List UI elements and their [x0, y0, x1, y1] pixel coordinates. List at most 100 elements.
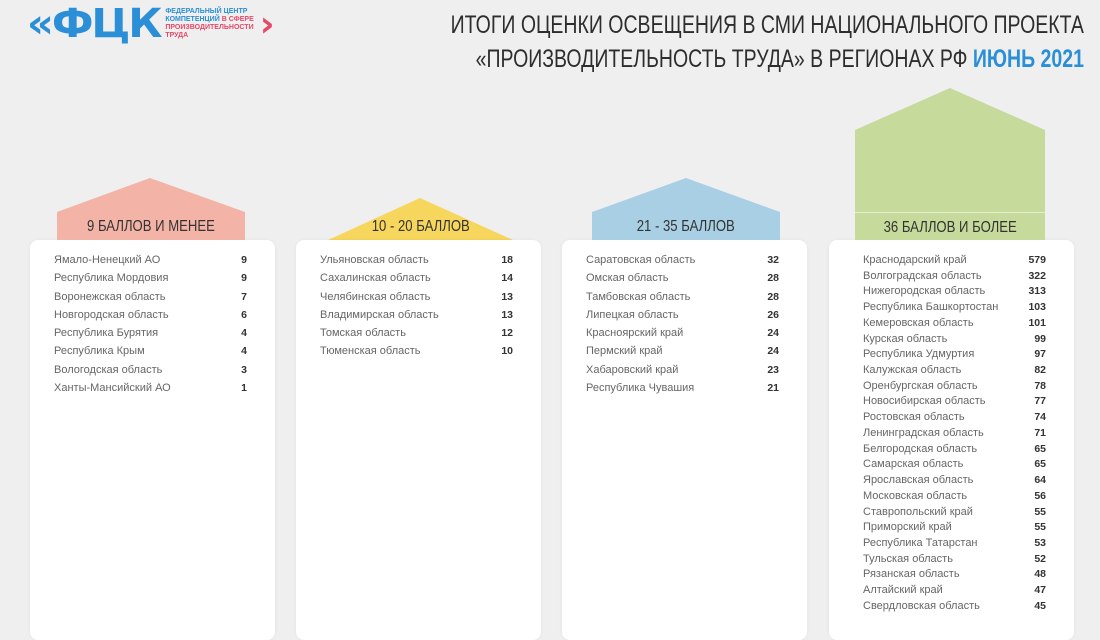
group-list: Саратовская область 32 Омская область 28 Там… — [586, 254, 779, 400]
list-item: Владимирская область 13 — [320, 309, 513, 327]
region-name: Алтайский край — [863, 584, 943, 597]
list-item: Тюменская область 10 — [320, 345, 513, 363]
region-score: 26 — [767, 308, 779, 321]
region-name: Самарская область — [863, 458, 964, 471]
title-date: ИЮНЬ 2021 — [972, 45, 1084, 73]
region-name: Тульская область — [863, 552, 953, 565]
list-item: Республика Удмуртия 97 — [863, 348, 1046, 364]
group-list: Ямало-Ненецкий АО 9 Республика Мордовия 9 Во… — [54, 254, 247, 400]
list-item: Хабаровский край 23 — [586, 364, 779, 382]
region-score: 77 — [1034, 395, 1046, 408]
list-item: Воронежская область 7 — [54, 291, 247, 309]
region-name: Тюменская область — [320, 345, 421, 358]
list-item: Томская область 12 — [320, 327, 513, 345]
region-name: Воронежская область — [54, 290, 166, 303]
title-line-1: ИТОГИ ОЦЕНКИ ОСВЕЩЕНИЯ В СМИ НАЦИОНАЛЬНО… — [450, 11, 1084, 39]
list-item: Новгородская область 6 — [54, 309, 247, 327]
logo-text: ФЕДЕРАЛЬНЫЙ ЦЕНТР КОМПЕТЕНЦИЙ В СФЕРЕ ПР… — [165, 8, 253, 40]
region-score: 82 — [1034, 364, 1046, 377]
region-name: Пермский край — [586, 345, 663, 358]
list-item: Республика Чувашия 21 — [586, 382, 779, 400]
list-item: Белгородская область 65 — [863, 443, 1046, 459]
region-score: 97 — [1034, 348, 1046, 361]
list-item: Липецкая область 26 — [586, 309, 779, 327]
region-name: Саратовская область — [586, 254, 696, 266]
region-score: 28 — [767, 290, 779, 303]
list-item: Самарская область 65 — [863, 458, 1046, 474]
region-score: 579 — [1028, 254, 1046, 266]
list-item: Республика Татарстан 53 — [863, 537, 1046, 553]
region-score: 322 — [1028, 269, 1046, 282]
region-score: 313 — [1028, 285, 1046, 298]
list-item: Вологодская область 3 — [54, 364, 247, 382]
group-label: 36 БАЛЛОВ И БОЛЕЕ — [883, 219, 1017, 236]
list-item: Новосибирская область 77 — [863, 395, 1046, 411]
region-name: Омская область — [586, 272, 669, 285]
list-item: Алтайский край 47 — [863, 584, 1046, 600]
region-name: Хабаровский край — [586, 363, 679, 376]
region-name: Республика Бурятия — [54, 327, 159, 340]
list-item: Ставропольский край 55 — [863, 506, 1046, 522]
region-name: Ярославская область — [863, 474, 974, 487]
logo-mark: «ФЦК — [26, 1, 163, 47]
region-score: 55 — [1034, 521, 1046, 534]
region-name: Волгоградская область — [863, 269, 982, 282]
region-name: Калужская область — [863, 364, 962, 377]
list-item: Калужская область 82 — [863, 364, 1046, 380]
region-score: 103 — [1028, 301, 1046, 314]
region-score: 24 — [767, 327, 779, 340]
group-label: 10 - 20 БАЛЛОВ — [371, 218, 470, 235]
region-name: Рязанская область — [863, 568, 960, 581]
region-score: 32 — [767, 254, 779, 266]
region-name: Вологодская область — [54, 363, 163, 376]
region-score: 18 — [501, 254, 513, 266]
region-name: Краснодарский край — [863, 254, 967, 266]
region-name: Свердловская область — [863, 599, 980, 612]
list-item: Республика Мордовия 9 — [54, 272, 247, 290]
logo-line: КОМПЕТЕНЦИЙ — [165, 16, 220, 23]
list-item: Ханты-Мансийский АО 1 — [54, 382, 247, 400]
list-item: Ямало-Ненецкий АО 9 — [54, 254, 247, 272]
group-card-2: Ульяновская область 18 Сахалинская область… — [296, 240, 541, 640]
region-name: Московская область — [863, 489, 968, 502]
roof-group-2 — [328, 198, 513, 240]
group-list: Ульяновская область 18 Сахалинская область… — [320, 254, 513, 364]
list-item: Республика Бурятия 4 — [54, 327, 247, 345]
region-name: Республика Крым — [54, 345, 145, 358]
region-score: 65 — [1034, 458, 1046, 471]
region-score: 4 — [241, 345, 247, 358]
region-score: 55 — [1034, 505, 1046, 518]
region-score: 1 — [241, 382, 247, 395]
list-item: Тульская область 52 — [863, 553, 1046, 569]
region-score: 10 — [501, 345, 513, 358]
logo: «ФЦК ФЕДЕРАЛЬНЫЙ ЦЕНТР КОМПЕТЕНЦИЙ В СФЕ… — [26, 1, 275, 47]
group-header-2: 10 - 20 БАЛЛОВ — [328, 212, 513, 240]
region-score: 47 — [1034, 584, 1046, 597]
region-name: Республика Чувашия — [586, 382, 695, 395]
list-item: Тамбовская область 28 — [586, 291, 779, 309]
logo-line: В СФЕРЕ — [221, 16, 254, 23]
region-name: Ульяновская область — [320, 254, 429, 266]
region-name: Ростовская область — [863, 411, 965, 424]
roof-group-3 — [592, 178, 780, 212]
group-label: 21 - 35 БАЛЛОВ — [636, 218, 736, 235]
group-card-3: Саратовская область 32 Омская область 28 Там… — [562, 240, 807, 640]
logo-line: ТРУДА — [165, 32, 189, 39]
region-name: Кемеровская область — [863, 316, 974, 329]
region-score: 23 — [767, 363, 779, 376]
region-name: Ханты-Мансийский АО — [54, 382, 171, 395]
group-header-1: 9 БАЛЛОВ И МЕНЕЕ — [57, 212, 245, 240]
region-score: 14 — [501, 272, 513, 285]
house-roofs — [57, 88, 1045, 240]
region-score: 45 — [1034, 599, 1046, 612]
list-item: Московская область 56 — [863, 490, 1046, 506]
region-score: 65 — [1034, 442, 1046, 455]
group-card-4: Краснодарский край 579 Волгоградская облас… — [829, 240, 1074, 640]
region-name: Республика Татарстан — [863, 536, 978, 549]
region-score: 13 — [501, 308, 513, 321]
list-item: Свердловская область 45 — [863, 600, 1046, 616]
group-list: Краснодарский край 579 Волгоградская облас… — [863, 254, 1046, 616]
group-label: 9 БАЛЛОВ И МЕНЕЕ — [87, 218, 215, 235]
list-item: Кемеровская область 101 — [863, 317, 1046, 333]
region-score: 13 — [501, 290, 513, 303]
